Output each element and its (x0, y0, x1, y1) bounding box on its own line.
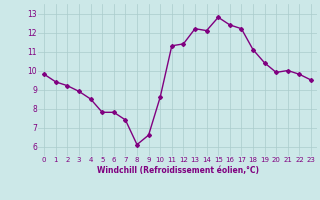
X-axis label: Windchill (Refroidissement éolien,°C): Windchill (Refroidissement éolien,°C) (97, 166, 259, 175)
